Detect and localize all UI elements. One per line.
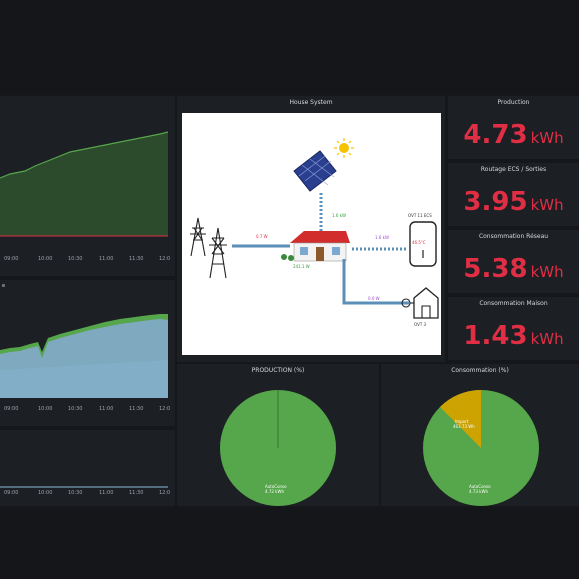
x-tick: 10:30 bbox=[68, 490, 83, 496]
x-tick: 11:30 bbox=[129, 406, 144, 412]
stat-value: 5.38 kWh bbox=[463, 254, 564, 284]
panel-title: PRODUCTION (%) bbox=[251, 367, 305, 374]
x-tick: 11:30 bbox=[129, 490, 144, 496]
house-system-panel[interactable]: House System 1.6 kW bbox=[177, 96, 445, 362]
top-bar bbox=[0, 0, 579, 94]
pie-slice-value: 463.73 Wh bbox=[453, 424, 475, 429]
ev-charger-icon bbox=[401, 287, 439, 319]
stat-value: 1.43 kWh bbox=[463, 321, 564, 351]
grid-flow-line bbox=[232, 244, 290, 248]
house-diagram: 1.6 kW 0.7 W 241.1 W 1.6 kW bbox=[182, 113, 441, 355]
x-tick: 09:00 bbox=[4, 490, 19, 496]
x-tick: 09:00 bbox=[4, 256, 19, 262]
x-tick: 10:30 bbox=[68, 406, 83, 412]
heater-power-value: 1.6 kW bbox=[375, 235, 389, 240]
stat-title: Production bbox=[497, 99, 530, 106]
solar-panel-icon bbox=[293, 150, 337, 192]
panel-title: Consommation (%) bbox=[451, 367, 509, 374]
x-tick: 12:0 bbox=[159, 490, 171, 496]
x-tick: 12:0 bbox=[159, 256, 171, 262]
grid-power-value: 0.7 W bbox=[256, 234, 268, 239]
heater-temp-value: 46.5°C bbox=[412, 240, 426, 245]
house-icon bbox=[290, 231, 350, 262]
time-series-panel-2[interactable]: e 09:00 10:00 10:30 11:00 11:30 12:0 bbox=[0, 280, 175, 426]
x-tick: 11:00 bbox=[99, 406, 114, 412]
pie-slice-import bbox=[440, 390, 481, 448]
x-tick: 12:0 bbox=[159, 406, 171, 412]
stat-panel-consommation-reseau[interactable]: Consommation Réseau 5.38 kWh bbox=[448, 230, 579, 293]
time-series-panel-1[interactable]: 09:00 10:00 10:30 11:00 11:30 12:0 bbox=[0, 96, 175, 276]
x-tick: 11:00 bbox=[99, 490, 114, 496]
pie-chart-consommation bbox=[423, 390, 539, 506]
ev-label: OVT 3 bbox=[414, 322, 427, 327]
pie-chart-production bbox=[220, 390, 336, 506]
pie-slice-label: AutoConso bbox=[265, 484, 287, 489]
ev-power-value: 0.0 W bbox=[368, 296, 380, 301]
panel-title: House System bbox=[289, 99, 333, 106]
ev-flow-line bbox=[342, 259, 409, 305]
bottom-bar bbox=[0, 508, 579, 579]
tree-icon bbox=[281, 254, 294, 261]
house-power-value: 241.1 W bbox=[293, 264, 310, 269]
x-tick: 10:00 bbox=[38, 256, 53, 262]
pie-panel-production[interactable]: PRODUCTION (%) AutoConso 4.72 kWh bbox=[177, 364, 379, 506]
time-series-panel-3[interactable]: 09:00 10:00 10:30 11:00 11:30 12:0 bbox=[0, 430, 175, 506]
stat-title: Consommation Maison bbox=[479, 300, 548, 307]
panel-title: e bbox=[2, 283, 6, 289]
x-tick: 09:00 bbox=[4, 406, 19, 412]
pie-slice-value: 4.73 kWh bbox=[469, 489, 488, 494]
stat-value: 3.95 kWh bbox=[463, 187, 564, 217]
area-chart-1 bbox=[0, 131, 169, 276]
pie-panel-consommation[interactable]: Consommation (%) AutoConso 4.73 kWh Impo… bbox=[381, 364, 579, 506]
area-chart-2 bbox=[0, 314, 168, 398]
stat-panel-production[interactable]: Production 4.73 kWh bbox=[448, 96, 579, 159]
x-tick: 11:30 bbox=[129, 256, 144, 262]
x-tick: 10:30 bbox=[68, 256, 83, 262]
power-pylon-icon bbox=[190, 217, 227, 279]
x-tick: 11:00 bbox=[99, 256, 114, 262]
pie-slice-value: 4.72 kWh bbox=[265, 489, 284, 494]
stat-title: Routage ECS / Sorties bbox=[480, 166, 547, 173]
water-heater-icon bbox=[409, 221, 437, 267]
line-chart-3 bbox=[0, 486, 168, 488]
sun-icon bbox=[334, 138, 354, 158]
x-tick: 10:00 bbox=[38, 490, 53, 496]
stat-title: Consommation Réseau bbox=[478, 233, 549, 240]
x-tick: 10:00 bbox=[38, 406, 53, 412]
heater-label: OVT 11 ECS bbox=[408, 213, 432, 218]
stat-panel-routage[interactable]: Routage ECS / Sorties 3.95 kWh bbox=[448, 163, 579, 226]
stat-panel-consommation-maison[interactable]: Consommation Maison 1.43 kWh bbox=[448, 297, 579, 360]
solar-power-value: 1.6 kW bbox=[332, 213, 346, 218]
heater-flow-line bbox=[352, 247, 408, 251]
stat-value: 4.73 kWh bbox=[463, 120, 564, 150]
pie-slice-label: AutoConso bbox=[469, 484, 491, 489]
pie-slice-label: Import bbox=[455, 419, 469, 424]
